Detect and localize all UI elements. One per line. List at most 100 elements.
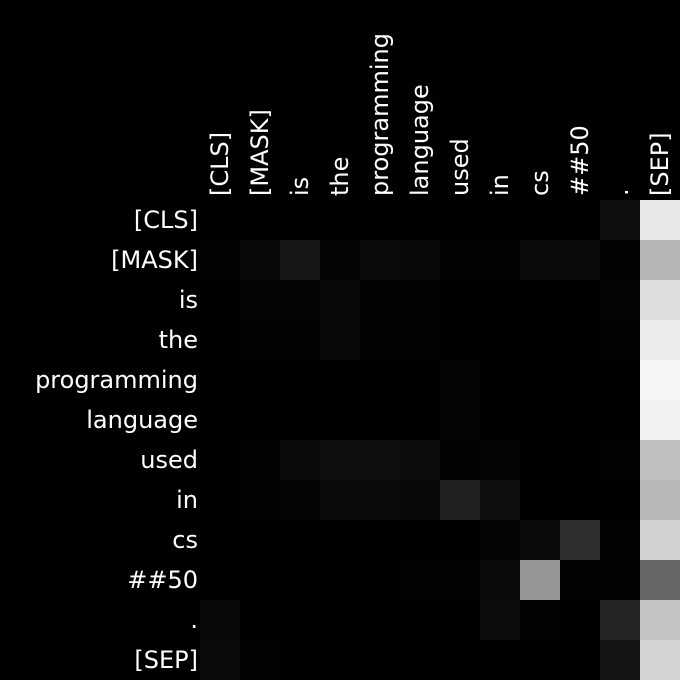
heatmap-cell-r10-c10 [600, 600, 640, 640]
heatmap-cell-r0-c2 [280, 200, 320, 240]
heatmap-cell-r9-c9 [560, 560, 600, 600]
heatmap-cell-r1-c7 [480, 240, 520, 280]
heatmap-cell-r10-c7 [480, 600, 520, 640]
heatmap-cell-r10-c2 [280, 600, 320, 640]
heatmap-cell-r9-c11 [640, 560, 680, 600]
heatmap-cell-r0-c6 [440, 200, 480, 240]
heatmap-cell-r2-c6 [440, 280, 480, 320]
heatmap-cell-r3-c1 [240, 320, 280, 360]
heatmap-cell-r8-c9 [560, 520, 600, 560]
heatmap-cell-r2-c8 [520, 280, 560, 320]
heatmap-cell-r8-c0 [200, 520, 240, 560]
heatmap-cell-r9-c6 [440, 560, 480, 600]
heatmap-cell-r9-c0 [200, 560, 240, 600]
heatmap-cell-r6-c9 [560, 440, 600, 480]
x-tick-label: in [486, 174, 514, 196]
heatmap-cell-r5-c4 [360, 400, 400, 440]
heatmap-cell-r7-c3 [320, 480, 360, 520]
heatmap-cell-r0-c3 [320, 200, 360, 240]
y-tick-label: [MASK] [111, 246, 198, 274]
heatmap-cell-r10-c11 [640, 600, 680, 640]
heatmap-cell-r9-c3 [320, 560, 360, 600]
heatmap-cell-r1-c3 [320, 240, 360, 280]
heatmap-cell-r2-c5 [400, 280, 440, 320]
heatmap-cell-r11-c8 [520, 640, 560, 680]
heatmap-cell-r0-c8 [520, 200, 560, 240]
heatmap-cell-r7-c2 [280, 480, 320, 520]
heatmap-cell-r9-c4 [360, 560, 400, 600]
heatmap-cell-r5-c0 [200, 400, 240, 440]
heatmap-cell-r6-c3 [320, 440, 360, 480]
heatmap-cell-r11-c4 [360, 640, 400, 680]
y-tick-label: is [179, 286, 198, 314]
heatmap-cell-r0-c10 [600, 200, 640, 240]
heatmap-cell-r2-c0 [200, 280, 240, 320]
heatmap-cell-r7-c4 [360, 480, 400, 520]
heatmap-cell-r0-c5 [400, 200, 440, 240]
heatmap-cell-r5-c5 [400, 400, 440, 440]
heatmap-cell-r7-c10 [600, 480, 640, 520]
heatmap-cell-r6-c5 [400, 440, 440, 480]
heatmap-cell-r11-c11 [640, 640, 680, 680]
heatmap-cell-r9-c8 [520, 560, 560, 600]
heatmap-cell-r7-c7 [480, 480, 520, 520]
x-tick-label: ##50 [566, 125, 594, 196]
heatmap-cell-r4-c5 [400, 360, 440, 400]
y-tick-label: . [190, 606, 198, 634]
x-axis-token-labels: [CLS] [MASK] is the programming language used i… [206, 33, 674, 196]
heatmap-cell-r2-c9 [560, 280, 600, 320]
heatmap-cell-r4-c1 [240, 360, 280, 400]
heatmap-cell-r5-c1 [240, 400, 280, 440]
heatmap-cell-r5-c2 [280, 400, 320, 440]
y-tick-label: language [86, 406, 198, 434]
heatmap-cell-r6-c6 [440, 440, 480, 480]
heatmap-cell-r10-c4 [360, 600, 400, 640]
heatmap-cell-r2-c1 [240, 280, 280, 320]
heatmap-cell-r5-c7 [480, 400, 520, 440]
heatmap-cell-r0-c4 [360, 200, 400, 240]
heatmap-cell-r3-c6 [440, 320, 480, 360]
heatmap-cell-r10-c0 [200, 600, 240, 640]
heatmap-cell-r0-c1 [240, 200, 280, 240]
heatmap-cell-r7-c6 [440, 480, 480, 520]
heatmap-cell-r11-c3 [320, 640, 360, 680]
heatmap-cell-r8-c6 [440, 520, 480, 560]
heatmap-cell-r4-c10 [600, 360, 640, 400]
heatmap-cell-r11-c7 [480, 640, 520, 680]
heatmap-cell-r5-c10 [600, 400, 640, 440]
heatmap-cells [200, 200, 680, 680]
y-tick-label: the [159, 326, 198, 354]
heatmap-cell-r8-c1 [240, 520, 280, 560]
x-tick-label: used [446, 138, 474, 196]
heatmap-cell-r5-c3 [320, 400, 360, 440]
x-tick-label: cs [526, 170, 554, 196]
y-tick-label: used [140, 446, 198, 474]
heatmap-cell-r2-c3 [320, 280, 360, 320]
heatmap-cell-r3-c11 [640, 320, 680, 360]
heatmap-cell-r5-c6 [440, 400, 480, 440]
heatmap-cell-r5-c8 [520, 400, 560, 440]
heatmap-cell-r1-c0 [200, 240, 240, 280]
heatmap-cell-r1-c4 [360, 240, 400, 280]
heatmap-cell-r10-c8 [520, 600, 560, 640]
heatmap-cell-r11-c1 [240, 640, 280, 680]
x-tick-label: [CLS] [206, 132, 234, 196]
heatmap-cell-r4-c8 [520, 360, 560, 400]
heatmap-cell-r0-c7 [480, 200, 520, 240]
heatmap-cell-r1-c8 [520, 240, 560, 280]
heatmap-cell-r3-c4 [360, 320, 400, 360]
heatmap-cell-r9-c5 [400, 560, 440, 600]
heatmap-cell-r8-c10 [600, 520, 640, 560]
heatmap-cell-r10-c6 [440, 600, 480, 640]
heatmap-cell-r8-c7 [480, 520, 520, 560]
heatmap-cell-r8-c2 [280, 520, 320, 560]
heatmap-cell-r3-c3 [320, 320, 360, 360]
heatmap-cell-r0-c11 [640, 200, 680, 240]
y-tick-label: in [176, 486, 198, 514]
heatmap-cell-r11-c6 [440, 640, 480, 680]
heatmap-cell-r10-c9 [560, 600, 600, 640]
y-tick-label: [CLS] [134, 206, 198, 234]
x-tick-label: programming [366, 33, 394, 196]
x-tick-label: is [286, 177, 314, 196]
heatmap-cell-r3-c7 [480, 320, 520, 360]
